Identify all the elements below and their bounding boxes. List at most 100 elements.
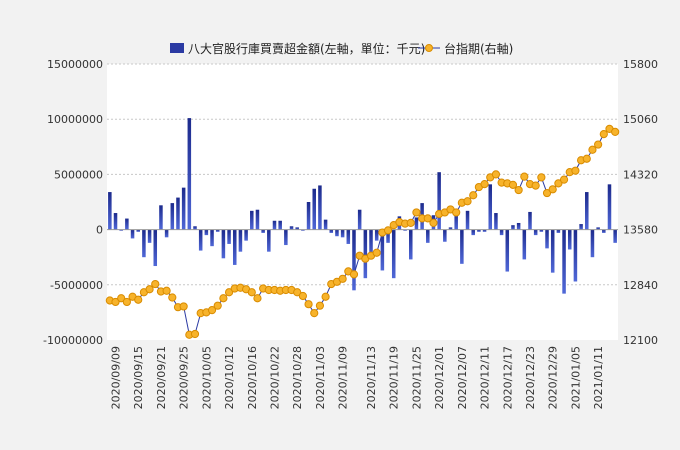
line-point: [304, 300, 313, 309]
line-point: [531, 181, 540, 190]
bar: [323, 219, 328, 230]
bar: [238, 229, 243, 252]
bar: [528, 211, 532, 230]
x-tick-label: 2021/01/05: [569, 346, 582, 409]
line-series: [105, 124, 620, 339]
bar: [545, 229, 549, 249]
line-point: [594, 140, 603, 149]
line-point: [423, 214, 432, 223]
bar: [335, 229, 339, 237]
bar: [391, 229, 396, 279]
bar: [210, 229, 214, 247]
bar: [357, 209, 362, 230]
bar: [516, 222, 521, 230]
bar: [460, 229, 464, 264]
bar: [318, 185, 322, 230]
bar: [198, 229, 203, 251]
x-axis-ticks: 2020/09/09 2020/09/15 2020/09/21 2020/09/25…: [110, 346, 606, 409]
bar: [590, 229, 595, 258]
line-point: [122, 297, 131, 307]
legend: 八大官股行庫買賣超金額(左軸，單位：千元) 台指期(右軸): [170, 41, 513, 56]
bar: [369, 229, 373, 258]
bar: [153, 229, 158, 267]
bar: [295, 227, 299, 230]
bar: [477, 229, 481, 232]
bar: [125, 218, 129, 230]
bar: [232, 229, 237, 265]
right-tick-label: 12100: [623, 334, 658, 347]
x-tick-label: 2020/09/09: [110, 346, 123, 409]
bar: [539, 229, 544, 232]
bar: [187, 118, 192, 230]
right-tick-label: 14320: [623, 168, 658, 181]
legend-bar-label: 八大官股行庫買賣超金額(左軸，單位：千元): [188, 41, 425, 56]
line-point: [372, 248, 381, 257]
line-point: [293, 288, 302, 297]
line-point: [383, 226, 393, 235]
legend-bar-swatch: [170, 43, 184, 53]
right-tick-label: 15060: [623, 113, 658, 126]
line-point: [134, 295, 143, 304]
x-tick-label: 2020/10/22: [268, 346, 281, 409]
bar: [119, 229, 123, 231]
legend-line-label: 台指期(右軸): [444, 41, 513, 56]
bar: [159, 205, 163, 230]
line-point: [412, 208, 421, 217]
line-point: [338, 274, 347, 283]
x-tick-label: 2020/12/17: [501, 346, 514, 409]
line-point: [542, 188, 552, 198]
line-point: [219, 294, 228, 303]
bar: [227, 229, 231, 244]
x-tick-label: 2020/10/12: [223, 346, 236, 409]
bar: [556, 229, 561, 233]
x-tick-label: 2021/01/11: [592, 346, 605, 409]
line-point: [514, 185, 523, 195]
bar: [607, 184, 612, 230]
bar: [130, 229, 135, 239]
bar: [567, 229, 572, 250]
x-tick-label: 2020/09/21: [155, 346, 168, 409]
line-point: [298, 291, 307, 301]
line-point: [599, 130, 608, 139]
line-point: [315, 301, 325, 310]
bar: [278, 220, 282, 230]
line-point: [588, 145, 597, 154]
line-point: [582, 154, 591, 163]
line-point: [111, 297, 120, 307]
right-axis-ticks: 15800 15060 14320 13580 12840 12100: [623, 58, 658, 347]
line-point: [162, 286, 171, 295]
bar: [113, 213, 118, 230]
line-point: [179, 302, 188, 311]
bar: [176, 197, 180, 230]
bar: [602, 229, 606, 233]
line-point: [190, 329, 200, 339]
line-point: [429, 218, 438, 227]
bar: [147, 229, 152, 243]
x-tick-label: 2020/11/03: [314, 346, 327, 409]
x-tick-label: 2020/12/11: [479, 346, 492, 409]
bar: [255, 209, 260, 230]
left-tick-label: -10000000: [43, 334, 103, 347]
x-tick-label: 2020/11/19: [388, 346, 401, 409]
bar: [471, 229, 475, 236]
bar: [573, 229, 578, 282]
bar: [505, 229, 510, 272]
x-tick-label: 2020/11/13: [365, 346, 378, 409]
line-point: [491, 170, 501, 179]
line-point: [508, 180, 518, 189]
line-point: [611, 127, 620, 136]
line-point: [224, 288, 234, 297]
x-tick-label: 2020/10/16: [246, 346, 259, 409]
line-point: [520, 172, 529, 181]
bar: [414, 217, 419, 230]
bar: [164, 229, 169, 238]
bar: [244, 229, 248, 241]
bar: [499, 229, 504, 236]
line-point: [151, 279, 160, 289]
bar: [142, 229, 146, 258]
bar: [136, 229, 140, 232]
line-point: [247, 288, 256, 297]
bar: [340, 229, 345, 238]
bar: [284, 229, 288, 246]
